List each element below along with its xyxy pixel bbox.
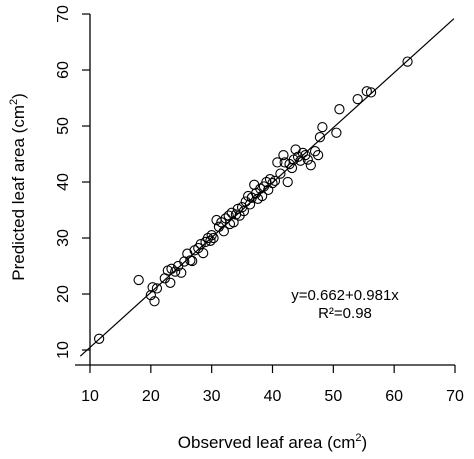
data-point	[197, 247, 209, 259]
plot-area	[79, 18, 455, 357]
data-point	[297, 147, 309, 159]
x-tick-label: 70	[446, 388, 464, 405]
x-tick-label: 10	[81, 388, 99, 405]
y-tick-label: 10	[55, 341, 72, 359]
data-point	[257, 190, 268, 202]
y-tick-label: 70	[55, 5, 72, 23]
data-point	[361, 86, 372, 97]
data-point	[151, 283, 163, 294]
data-point	[279, 157, 290, 168]
x-axis-label-superscript: 2	[355, 432, 361, 444]
data-point	[334, 104, 345, 115]
data-point	[228, 217, 239, 228]
y-tick-label: 30	[55, 229, 72, 247]
data-point	[331, 127, 342, 138]
x-axis-label-main: Observed leaf area (cm	[178, 433, 356, 452]
y-axis-label: Predicted leaf area (cm2)	[8, 93, 28, 281]
y-axis-label-main: Predicted leaf area (cm	[9, 105, 28, 281]
axes: 10 20 30 40 50 60 70 10 20 30 40 50 60 70	[55, 5, 464, 405]
data-point	[232, 203, 243, 215]
data-point	[402, 56, 413, 67]
y-axis-label-superscript: 2	[8, 99, 20, 105]
equation-annotation: y=0.662+0.981x	[291, 287, 399, 304]
y-axis-ticks: 10 20 30 40 50 60 70	[55, 5, 90, 359]
x-tick-label: 30	[203, 388, 221, 405]
data-point	[261, 176, 272, 188]
data-point	[312, 149, 324, 161]
data-point	[305, 160, 316, 171]
data-point	[166, 263, 177, 274]
data-point	[165, 277, 176, 288]
data-point	[205, 235, 216, 246]
y-tick-label: 40	[55, 173, 72, 191]
data-point	[272, 157, 283, 168]
data-point	[365, 87, 377, 98]
data-point	[314, 132, 326, 143]
x-tick-label: 50	[324, 388, 342, 405]
data-point	[187, 255, 198, 267]
r-squared-annotation: R²=0.98	[318, 305, 372, 322]
data-point	[302, 154, 313, 165]
data-point	[317, 121, 328, 133]
x-tick-label: 20	[142, 388, 160, 405]
data-point	[244, 199, 256, 210]
data-point	[176, 267, 187, 278]
data-point	[145, 289, 156, 301]
x-tick-label: 40	[264, 388, 282, 405]
regression-line	[79, 18, 455, 357]
data-point	[282, 176, 293, 188]
data-point	[149, 296, 160, 307]
data-point	[133, 274, 144, 286]
data-point	[206, 230, 217, 241]
data-points	[93, 56, 413, 344]
data-point	[202, 232, 214, 244]
data-point	[267, 177, 278, 189]
y-axis-label-close: )	[9, 93, 28, 99]
data-point	[352, 93, 363, 105]
data-point	[147, 282, 158, 293]
x-axis-label: Observed leaf area (cm2)	[178, 432, 367, 452]
y-tick-label: 60	[55, 61, 72, 79]
y-tick-label: 50	[55, 117, 72, 135]
x-axis-ticks: 10 20 30 40 50 60 70	[81, 365, 464, 405]
data-point	[170, 266, 181, 277]
x-axis-label-close: )	[362, 433, 368, 452]
data-point	[218, 226, 229, 237]
data-point	[275, 168, 286, 179]
data-point	[93, 333, 105, 344]
x-tick-label: 60	[385, 388, 403, 405]
data-point	[208, 232, 219, 244]
data-point	[278, 149, 289, 161]
data-point	[269, 175, 281, 187]
data-point	[238, 205, 250, 217]
y-tick-label: 20	[55, 285, 72, 303]
data-point	[223, 210, 234, 221]
